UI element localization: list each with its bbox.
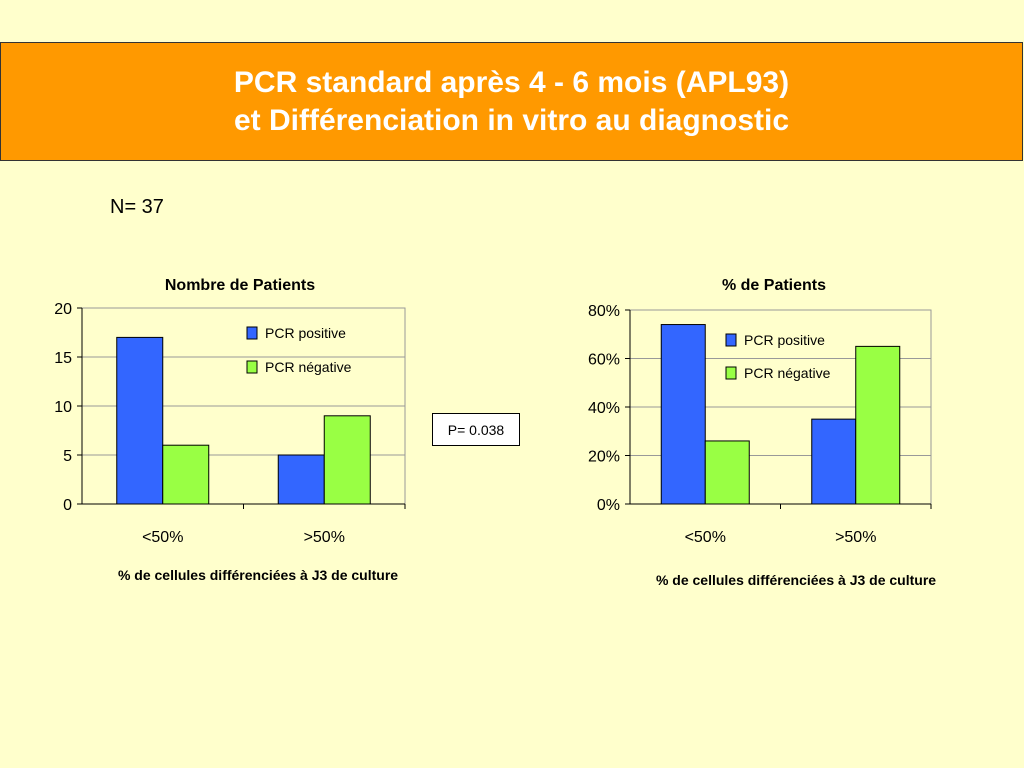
legend-swatch xyxy=(246,360,258,374)
legend-label: PCR positive xyxy=(744,332,825,348)
y-tick-label: 15 xyxy=(54,350,72,367)
title-line-2: et Différenciation in vitro au diagnosti… xyxy=(233,103,790,137)
legend-label: PCR positive xyxy=(265,325,346,341)
y-tick-label: 0% xyxy=(597,497,620,514)
bar-pcr-positive xyxy=(811,418,857,505)
x-axis-label: % de cellules différenciées à J3 de cult… xyxy=(656,572,936,588)
sample-size-label: N= 37 xyxy=(110,196,164,218)
legend-swatch xyxy=(725,333,737,347)
bar-pcr-positive xyxy=(277,454,325,505)
x-category-label: >50% xyxy=(835,529,876,546)
p-value-box: P= 0.038 xyxy=(432,413,520,446)
bar-pcr-negative xyxy=(162,444,210,505)
title-line-1: PCR standard après 4 - 6 mois (APL93) xyxy=(233,65,790,99)
title-banner: PCR standard après 4 - 6 mois (APL93) et… xyxy=(0,42,1023,161)
bar-pcr-negative xyxy=(323,415,371,505)
bar-chart-percent: % de Patients 0% 20% 40% 60% 80% <50% >50% PCR p… xyxy=(588,277,936,588)
legend-swatch xyxy=(246,326,258,340)
legend-label: PCR négative xyxy=(744,365,831,381)
legend-label: PCR négative xyxy=(265,359,352,375)
y-tick-label: 60% xyxy=(588,352,620,369)
bar-pcr-negative xyxy=(855,345,901,505)
bar-pcr-positive xyxy=(116,336,164,505)
y-tick-label: 0 xyxy=(63,497,72,514)
x-axis-label: % de cellules différenciées à J3 de cult… xyxy=(118,567,398,583)
x-category-label: <50% xyxy=(685,529,726,546)
legend-swatch xyxy=(725,366,737,380)
bar-pcr-negative xyxy=(704,440,750,505)
y-tick-label: 20% xyxy=(588,449,620,466)
chart-title: Nombre de Patients xyxy=(165,277,315,294)
y-tick-label: 5 xyxy=(63,448,72,465)
y-tick-label: 10 xyxy=(54,399,72,416)
x-category-label: <50% xyxy=(142,529,183,546)
y-tick-label: 40% xyxy=(588,400,620,417)
bar-chart-count: Nombre de Patients 0 5 10 15 20 <50% >50% PCR po… xyxy=(54,277,406,583)
x-category-label: >50% xyxy=(304,529,345,546)
chart-title: % de Patients xyxy=(722,277,826,294)
y-tick-label: 20 xyxy=(54,301,72,318)
y-tick-label: 80% xyxy=(588,303,620,320)
bar-pcr-positive xyxy=(660,324,706,505)
